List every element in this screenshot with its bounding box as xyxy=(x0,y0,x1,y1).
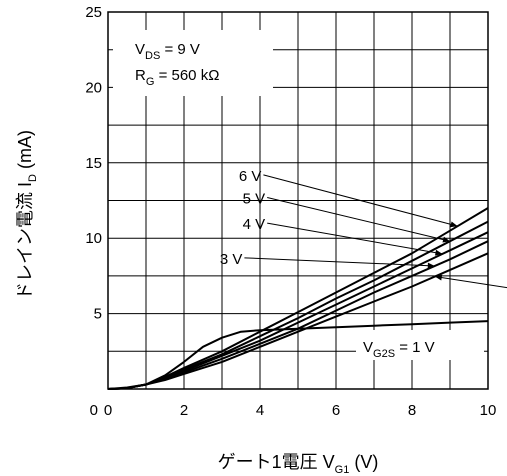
x-tick-label: 10 xyxy=(480,402,497,419)
conditions-box-bg xyxy=(113,30,273,96)
series-lines xyxy=(107,207,489,390)
grid-lines xyxy=(108,12,488,389)
condition-vds: VDS = 9 V xyxy=(135,41,200,62)
series-leader-arrow xyxy=(450,221,458,228)
y-axis-title: ドレイン電流 ID (mA) xyxy=(15,130,39,300)
series-label: 3 V xyxy=(220,251,243,268)
series-leader-arrow xyxy=(434,274,443,281)
tick-labels: 0 2 4 6 8 10 0 5 10 15 20 25 xyxy=(85,4,496,419)
series-label: 6 V xyxy=(239,168,262,185)
x-tick-label: 2 xyxy=(180,402,188,419)
x-tick-label: 6 xyxy=(332,402,340,419)
x-tick-label: 0 xyxy=(104,402,112,419)
y-tick-label: 15 xyxy=(85,155,102,172)
series-leader-arrow xyxy=(442,236,450,243)
x-tick-label: 4 xyxy=(256,402,264,419)
series-line xyxy=(107,207,489,390)
param-label-bg xyxy=(356,330,484,360)
condition-rg: RG = 560 kΩ xyxy=(135,67,219,88)
series-label: 4 V xyxy=(243,216,266,233)
series-leader-arrow xyxy=(434,249,443,256)
series-label: 5 V xyxy=(243,191,266,208)
y-tick-label: 10 xyxy=(85,230,102,247)
series-leader-line xyxy=(267,222,443,255)
series-leader-line xyxy=(434,276,507,289)
y-tick-label: 20 xyxy=(85,79,102,96)
series-labels: 6 V5 V4 V3 V2 V xyxy=(220,168,507,289)
origin-tick-label: 0 xyxy=(90,402,98,419)
series-leader-line xyxy=(263,174,458,227)
series-leader-line xyxy=(244,257,435,267)
plot-frame xyxy=(107,11,489,390)
series-leader-line xyxy=(267,197,451,242)
series-leader-arrow xyxy=(427,262,435,269)
param-label-vg2s: VG2S = 1 V xyxy=(363,339,435,360)
y-tick-label: 25 xyxy=(85,4,102,21)
y-tick-label: 5 xyxy=(94,306,102,323)
x-tick-label: 8 xyxy=(408,402,416,419)
x-axis-title: ゲート1電圧 VG1 (V) xyxy=(218,452,379,476)
